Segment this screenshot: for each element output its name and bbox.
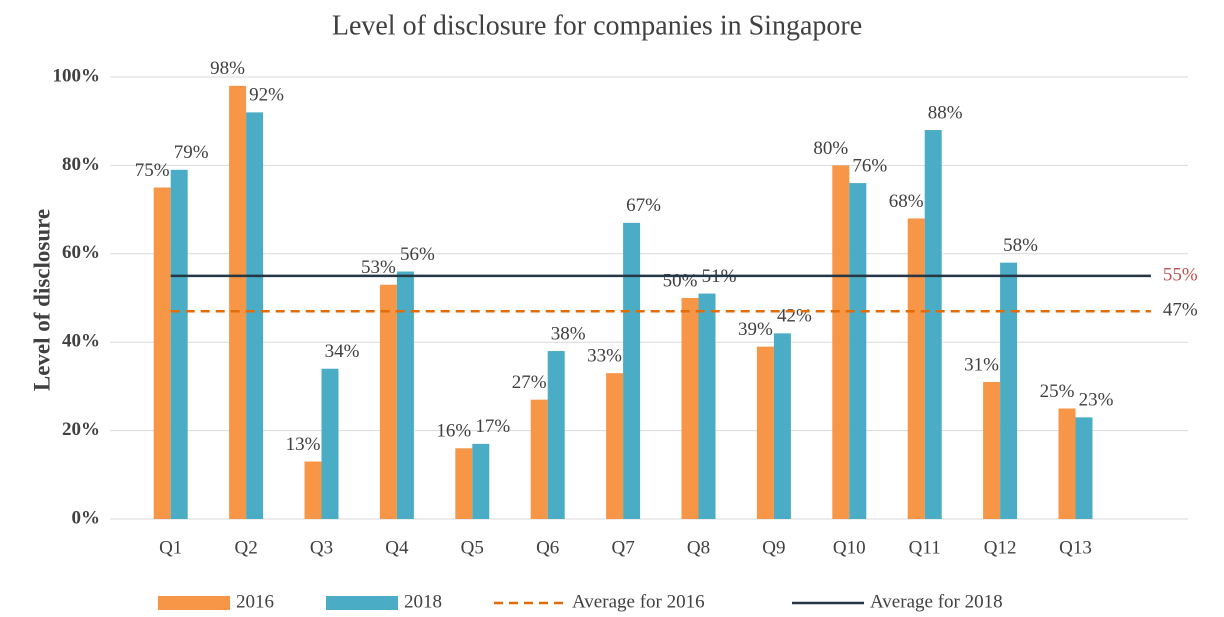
bar <box>229 85 247 519</box>
legend-swatch <box>326 596 398 610</box>
data-label: 98% <box>210 58 245 79</box>
data-label: 75% <box>135 160 170 181</box>
x-tick-label: Q12 <box>984 537 1017 558</box>
bar <box>153 187 171 519</box>
data-label: 68% <box>889 191 924 212</box>
chart-title: Level of disclosure for companies in Sin… <box>332 10 862 41</box>
data-label: 50% <box>663 270 698 291</box>
bar <box>321 368 339 519</box>
data-label: 80% <box>813 138 848 159</box>
data-label: 56% <box>400 244 435 265</box>
data-label: 58% <box>1003 235 1038 256</box>
data-label: 42% <box>777 306 812 327</box>
bar <box>170 169 188 519</box>
y-tick-label: 60% <box>62 242 100 263</box>
x-tick-label: Q3 <box>310 537 333 558</box>
bar <box>530 399 548 519</box>
reference-label: 55% <box>1163 264 1198 285</box>
y-tick-label: 20% <box>62 419 100 440</box>
y-axis-label: Level of disclosure <box>29 209 54 391</box>
data-label: 39% <box>738 319 773 340</box>
bar <box>396 271 414 519</box>
data-label: 13% <box>286 434 321 455</box>
bar <box>1000 262 1018 519</box>
data-label: 79% <box>174 142 209 163</box>
x-tick-label: Q9 <box>762 537 785 558</box>
data-label: 38% <box>551 323 586 344</box>
bar <box>698 293 716 519</box>
bar <box>983 381 1001 519</box>
data-label: 25% <box>1040 381 1075 402</box>
data-label: 76% <box>852 155 887 176</box>
data-label: 92% <box>249 85 284 106</box>
legend-label: 2018 <box>404 591 442 612</box>
bar <box>246 112 264 520</box>
data-label: 53% <box>361 257 396 278</box>
bar <box>832 165 850 519</box>
y-tick-label: 80% <box>62 154 100 175</box>
bar <box>1058 408 1076 519</box>
bar <box>606 373 624 519</box>
data-label: 16% <box>436 421 471 442</box>
data-label: 34% <box>325 341 360 362</box>
legend-label: 2016 <box>236 591 274 612</box>
bar <box>924 130 942 520</box>
legend-label: Average for 2018 <box>870 591 1003 612</box>
x-tick-label: Q5 <box>461 537 484 558</box>
legend-swatch <box>158 596 230 610</box>
bar <box>304 461 322 519</box>
data-label: 27% <box>512 372 547 393</box>
x-tick-label: Q7 <box>611 537 634 558</box>
reference-label: 47% <box>1163 300 1198 321</box>
legend-label: Average for 2016 <box>572 591 705 612</box>
x-tick-label: Q11 <box>909 537 941 558</box>
bar <box>907 218 925 519</box>
x-tick-label: Q1 <box>159 537 182 558</box>
y-tick-label: 40% <box>62 331 100 352</box>
x-tick-label: Q6 <box>536 537 559 558</box>
bar <box>455 448 473 519</box>
bar <box>681 298 699 519</box>
data-label: 33% <box>587 345 622 366</box>
bar <box>547 351 565 519</box>
bar <box>849 183 867 519</box>
bar <box>623 222 641 520</box>
data-label: 88% <box>928 102 963 123</box>
x-tick-label: Q4 <box>385 537 409 558</box>
bar <box>1075 417 1093 519</box>
data-label: 31% <box>964 354 999 375</box>
x-tick-label: Q2 <box>234 537 257 558</box>
data-label: 23% <box>1079 390 1114 411</box>
x-tick-label: Q8 <box>687 537 710 558</box>
bar <box>379 284 397 519</box>
bar <box>756 346 774 519</box>
y-tick-label: 0% <box>72 507 101 528</box>
y-tick-label: 100% <box>53 65 101 86</box>
x-tick-label: Q10 <box>833 537 866 558</box>
data-label: 17% <box>475 416 510 437</box>
data-label: 67% <box>626 195 661 216</box>
x-tick-label: Q13 <box>1059 537 1092 558</box>
bar <box>472 443 490 519</box>
bar <box>773 333 791 519</box>
